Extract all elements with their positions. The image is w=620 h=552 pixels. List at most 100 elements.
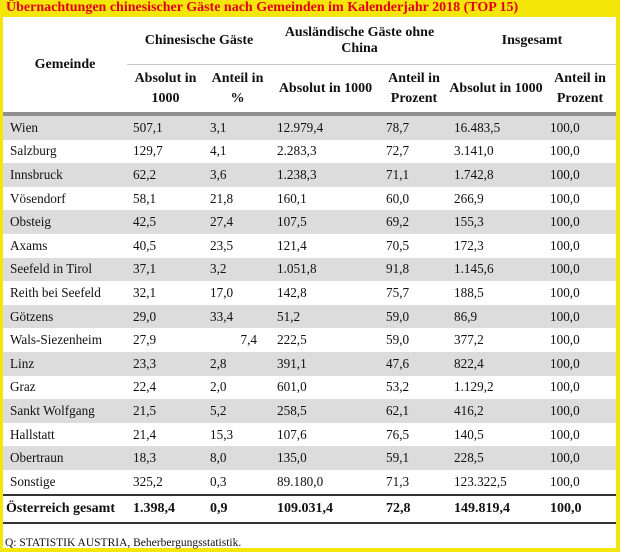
value-cell: 160,1: [271, 186, 380, 211]
value-cell: 3.141,0: [448, 139, 544, 164]
header-absolut: Absolut in 1000: [448, 64, 544, 116]
value-cell: 107,5: [271, 210, 380, 234]
value-cell: 47,6: [380, 351, 448, 376]
value-cell: 325,2: [127, 469, 204, 495]
value-cell: 37,1: [127, 257, 204, 282]
total-label-cell: Österreich gesamt: [3, 493, 127, 524]
value-cell: 76,5: [380, 422, 448, 447]
gemeinde-cell: Obertraun: [3, 446, 127, 470]
value-cell: 258,5: [271, 399, 380, 423]
value-cell: 416,2: [448, 399, 544, 423]
value-cell: 2,8: [204, 351, 271, 376]
gemeinde-cell: Wien: [3, 114, 127, 140]
value-cell: 121,4: [271, 233, 380, 258]
table-row: Wals-Siezenheim 27,9 7,4 222,5 59,0 377,2 100,…: [3, 328, 617, 352]
value-cell: 100,0: [544, 114, 617, 140]
table-row: Obertraun 18,3 8,0 135,0 59,1 228,5 100,0: [3, 446, 617, 470]
value-cell: 135,0: [271, 446, 380, 470]
gemeinde-cell: Vösendorf: [3, 186, 127, 211]
value-cell: 7,4: [204, 328, 271, 352]
table-row: Reith bei Seefeld 32,1 17,0 142,8 75,7 188,5 1…: [3, 281, 617, 305]
value-cell: 140,5: [448, 422, 544, 447]
value-cell: 15,3: [204, 422, 271, 447]
value-cell: 3,6: [204, 163, 271, 187]
table-row: Hallstatt 21,4 15,3 107,6 76,5 140,5 100,0: [3, 422, 617, 447]
gemeinde-cell: Sankt Wolfgang: [3, 399, 127, 423]
source-note: Q: STATISTIK AUSTRIA, Beherbergungsstati…: [5, 537, 242, 549]
header-anteil: Anteil in Prozent: [544, 64, 617, 116]
value-cell: 58,1: [127, 186, 204, 211]
table-row: Seefeld in Tirol 37,1 3,2 1.051,8 91,8 1.145,…: [3, 257, 617, 282]
table-row: Wien 507,1 3,1 12.979,4 78,7 16.483,5 100,0: [3, 114, 617, 140]
value-cell: 107,6: [271, 422, 380, 447]
value-cell: 1.129,2: [448, 375, 544, 400]
value-cell: 188,5: [448, 281, 544, 305]
value-cell: 21,8: [204, 186, 271, 211]
value-cell: 100,0: [544, 446, 617, 470]
table-row: Salzburg 129,7 4,1 2.283,3 72,7 3.141,0 100,0: [3, 139, 617, 164]
value-cell: 86,9: [448, 304, 544, 329]
value-cell: 100,0: [544, 422, 617, 447]
value-cell: 1.742,8: [448, 163, 544, 187]
value-cell: 100,0: [544, 469, 617, 495]
value-cell: 123.322,5: [448, 469, 544, 495]
table-row: Graz 22,4 2,0 601,0 53,2 1.129,2 100,0: [3, 375, 617, 400]
value-cell: 32,1: [127, 281, 204, 305]
value-cell: 91,8: [380, 257, 448, 282]
value-cell: 71,3: [380, 469, 448, 495]
value-cell: 100,0: [544, 163, 617, 187]
value-cell: 100,0: [544, 257, 617, 282]
value-cell: 27,9: [127, 328, 204, 352]
table-panel: Gemeinde Chinesische Gäste Ausländische …: [3, 17, 617, 549]
value-cell: 100,0: [544, 233, 617, 258]
value-cell: 22,4: [127, 375, 204, 400]
value-cell: 222,5: [271, 328, 380, 352]
value-cell: 100,0: [544, 139, 617, 164]
table-row: Vösendorf 58,1 21,8 160,1 60,0 266,9 100,0: [3, 186, 617, 211]
header-anteil: Anteil in Prozent: [380, 64, 448, 116]
gemeinde-cell: Wals-Siezenheim: [3, 328, 127, 352]
value-cell: 60,0: [380, 186, 448, 211]
value-cell: 100,0: [544, 304, 617, 329]
value-cell: 228,5: [448, 446, 544, 470]
gemeinde-cell: Seefeld in Tirol: [3, 257, 127, 282]
value-cell: 1.051,8: [271, 257, 380, 282]
value-cell: 1.145,6: [448, 257, 544, 282]
gemeinde-cell: Graz: [3, 375, 127, 400]
value-cell: 12.979,4: [271, 114, 380, 140]
value-cell: 1.238,3: [271, 163, 380, 187]
header-absolut: Absolut in 1000: [127, 64, 204, 116]
value-cell: 59,0: [380, 328, 448, 352]
value-cell: 62,2: [127, 163, 204, 187]
value-cell: 100,0: [544, 375, 617, 400]
total-value-cell: 0,9: [204, 493, 271, 524]
table-title: Übernachtungen chinesischer Gäste nach G…: [6, 0, 519, 15]
value-cell: 29,0: [127, 304, 204, 329]
value-cell: 100,0: [544, 399, 617, 423]
gemeinde-cell: Reith bei Seefeld: [3, 281, 127, 305]
gemeinde-cell: Sonstige: [3, 469, 127, 495]
value-cell: 75,7: [380, 281, 448, 305]
value-cell: 601,0: [271, 375, 380, 400]
header-anteil: Anteil in %: [204, 64, 271, 116]
total-value-cell: 100,0: [544, 493, 617, 524]
value-cell: 391,1: [271, 351, 380, 376]
gemeinde-cell: Obsteig: [3, 210, 127, 234]
gemeinde-cell: Hallstatt: [3, 422, 127, 447]
value-cell: 72,7: [380, 139, 448, 164]
table-row: Innsbruck 62,2 3,6 1.238,3 71,1 1.742,8 100,0: [3, 163, 617, 187]
value-cell: 100,0: [544, 186, 617, 211]
gemeinde-cell: Linz: [3, 351, 127, 376]
gemeinde-cell: Innsbruck: [3, 163, 127, 187]
value-cell: 172,3: [448, 233, 544, 258]
value-cell: 100,0: [544, 281, 617, 305]
data-table: Gemeinde Chinesische Gäste Ausländische …: [3, 17, 617, 524]
table-row: Linz 23,3 2,8 391,1 47,6 822,4 100,0: [3, 351, 617, 376]
total-value-cell: 72,8: [380, 493, 448, 524]
total-value-cell: 149.819,4: [448, 493, 544, 524]
total-value-cell: 1.398,4: [127, 493, 204, 524]
value-cell: 129,7: [127, 139, 204, 164]
table-row: Obsteig 42,5 27,4 107,5 69,2 155,3 100,0: [3, 210, 617, 234]
value-cell: 62,1: [380, 399, 448, 423]
value-cell: 33,4: [204, 304, 271, 329]
